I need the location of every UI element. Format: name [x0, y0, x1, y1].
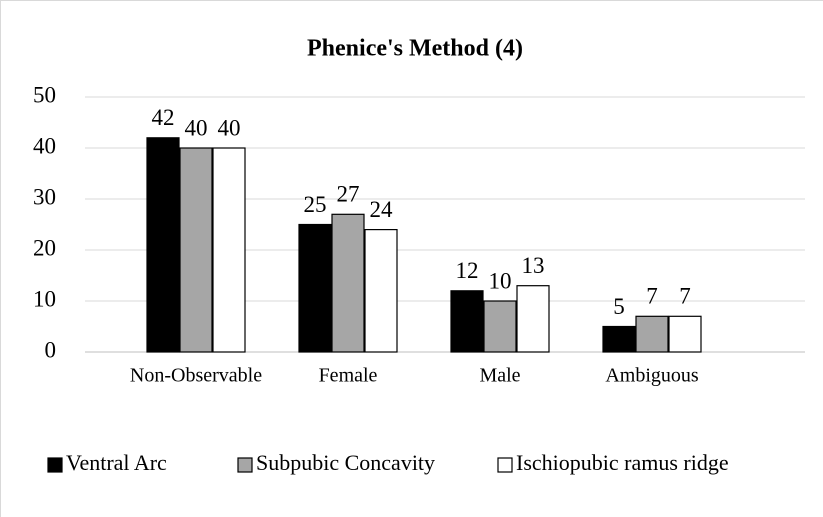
data-label: 5 [613, 294, 625, 319]
legend-label: Ventral Arc [66, 450, 167, 475]
data-label: 7 [646, 284, 658, 309]
bar [298, 223, 332, 353]
data-label: 7 [679, 284, 691, 309]
y-tick-label: 50 [33, 82, 56, 107]
data-label: 13 [522, 253, 545, 278]
legend-swatch [497, 457, 513, 473]
bar [179, 147, 213, 353]
x-tick-label: Ambiguous [605, 365, 699, 387]
bar [450, 290, 484, 353]
data-label: 24 [370, 197, 394, 222]
bar [516, 285, 550, 353]
data-label: 12 [456, 258, 479, 283]
bar [331, 213, 365, 353]
bar [668, 315, 702, 353]
y-tick-label: 10 [33, 286, 56, 311]
bar [483, 300, 517, 353]
legend-label: Subpubic Concavity [256, 450, 435, 475]
y-tick-label: 40 [33, 133, 56, 158]
bar [364, 229, 398, 353]
data-label: 10 [489, 268, 512, 293]
data-label: 27 [337, 182, 360, 207]
legend-swatch [47, 457, 63, 473]
bar [602, 325, 636, 353]
y-tick-label: 0 [45, 337, 57, 362]
data-label: 40 [185, 115, 208, 140]
data-label: 42 [152, 105, 175, 130]
y-tick-label: 20 [33, 235, 56, 260]
legend-swatch [237, 457, 253, 473]
x-tick-label: Female [319, 365, 378, 387]
data-label: 25 [304, 192, 327, 217]
x-tick-label: Non-Observable [130, 365, 262, 387]
bar [212, 147, 246, 353]
legend-label: Ischiopubic ramus ridge [516, 450, 729, 475]
data-label: 40 [218, 115, 241, 140]
bar [146, 137, 180, 353]
x-tick-label: Male [479, 365, 520, 387]
bar [635, 315, 669, 353]
y-tick-label: 30 [33, 184, 56, 209]
chart-title: Phenice's Method (4) [307, 36, 523, 62]
